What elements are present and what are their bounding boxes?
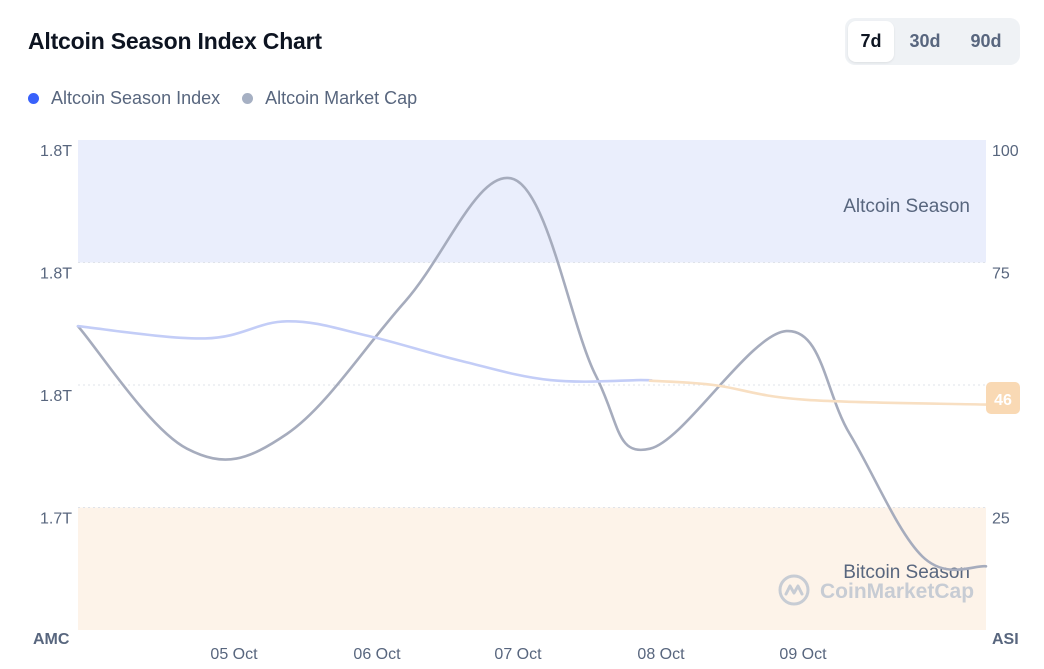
x-axis-tick: 05 Oct <box>210 646 258 663</box>
bitcoin-season-zone <box>78 507 986 630</box>
range-tab-90d[interactable]: 90d <box>970 31 1002 51</box>
coinmarketcap-logo-icon <box>778 574 810 606</box>
watermark-text: CoinMarketCap <box>820 580 974 603</box>
legend-dot-icon <box>242 93 254 104</box>
left-axis-tick: 1.8T <box>40 143 72 160</box>
left-axis-label: AMC <box>33 631 70 648</box>
right-axis-tick: 75 <box>992 266 1010 283</box>
legend-item-altcoin-season-index[interactable]: Altcoin Season Index <box>28 88 220 109</box>
series-line-altcoin-season-index-projection <box>648 379 988 406</box>
left-axis-tick: 1.8T <box>40 266 72 283</box>
x-axis-tick: 06 Oct <box>353 646 401 663</box>
legend-item-altcoin-market-cap[interactable]: Altcoin Market Cap <box>242 88 417 109</box>
left-axis-tick: 1.7T <box>40 511 72 528</box>
left-axis-tick: 1.8T <box>40 388 72 405</box>
range-tab-7d[interactable]: 7d <box>848 21 894 62</box>
legend-label: Altcoin Market Cap <box>265 88 418 108</box>
altcoin-season-zone <box>78 140 986 263</box>
current-value-text: 46 <box>994 392 1012 409</box>
legend-label: Altcoin Season Index <box>51 88 221 108</box>
chart-legend: Altcoin Season Index Altcoin Market Cap <box>28 88 439 109</box>
range-tab-30d[interactable]: 30d <box>909 31 941 51</box>
series-line-altcoin-season-index <box>76 319 653 383</box>
right-axis-tick: 25 <box>992 511 1010 528</box>
right-axis-label: ASI <box>992 631 1019 648</box>
series-line-altcoin-market-cap <box>76 176 988 572</box>
current-value-badge <box>986 382 1020 414</box>
time-range-selector: 7d 30d 90d <box>845 18 1020 65</box>
x-axis-tick: 09 Oct <box>779 646 827 663</box>
legend-dot-icon <box>28 93 39 104</box>
x-axis-tick: 08 Oct <box>637 646 685 663</box>
watermark: CoinMarketCap <box>778 574 974 606</box>
altcoin-season-label: Altcoin Season <box>843 196 970 217</box>
x-axis-tick: 07 Oct <box>494 646 542 663</box>
right-axis-tick: 100 <box>992 143 1019 160</box>
chart-title: Altcoin Season Index Chart <box>28 28 322 54</box>
